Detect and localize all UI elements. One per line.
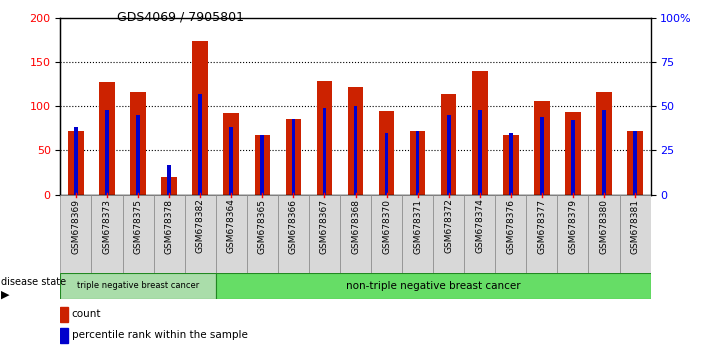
Bar: [619, 195, 651, 273]
Bar: [602, 110, 606, 195]
Text: GSM678374: GSM678374: [475, 199, 484, 253]
Bar: [540, 117, 544, 195]
Bar: [122, 195, 154, 273]
Bar: [323, 108, 326, 195]
Text: GSM678369: GSM678369: [72, 199, 80, 253]
Bar: [105, 110, 109, 195]
Bar: [198, 94, 202, 195]
Text: GSM678377: GSM678377: [538, 199, 546, 253]
Bar: [278, 195, 309, 273]
Bar: [441, 94, 456, 195]
Bar: [416, 131, 419, 195]
Bar: [627, 131, 643, 195]
Text: percentile rank within the sample: percentile rank within the sample: [72, 330, 247, 341]
Bar: [385, 133, 388, 195]
Text: GDS4069 / 7905801: GDS4069 / 7905801: [117, 11, 245, 24]
Bar: [130, 92, 146, 195]
Bar: [309, 195, 340, 273]
Text: GSM678364: GSM678364: [227, 199, 236, 253]
Bar: [60, 307, 68, 322]
Bar: [534, 101, 550, 195]
Bar: [223, 113, 239, 195]
Bar: [496, 195, 526, 273]
Bar: [60, 273, 215, 299]
Bar: [634, 131, 637, 195]
Text: non-triple negative breast cancer: non-triple negative breast cancer: [346, 281, 520, 291]
Bar: [410, 131, 425, 195]
Bar: [571, 120, 574, 195]
Bar: [557, 195, 589, 273]
Text: GSM678378: GSM678378: [165, 199, 173, 253]
Bar: [60, 328, 68, 343]
Text: GSM678379: GSM678379: [568, 199, 577, 253]
Text: GSM678375: GSM678375: [134, 199, 143, 253]
Bar: [230, 127, 233, 195]
Text: GSM678382: GSM678382: [196, 199, 205, 253]
Bar: [193, 41, 208, 195]
Bar: [478, 110, 481, 195]
Bar: [565, 112, 581, 195]
Bar: [92, 195, 122, 273]
Bar: [433, 195, 464, 273]
Bar: [340, 195, 371, 273]
Bar: [292, 119, 295, 195]
Text: GSM678367: GSM678367: [320, 199, 329, 253]
Text: disease state: disease state: [1, 277, 66, 287]
Bar: [286, 120, 301, 195]
Bar: [260, 135, 264, 195]
Bar: [316, 80, 332, 195]
Text: GSM678371: GSM678371: [413, 199, 422, 253]
Bar: [255, 135, 270, 195]
Bar: [137, 115, 140, 195]
Bar: [447, 115, 451, 195]
Text: GSM678376: GSM678376: [506, 199, 515, 253]
Text: count: count: [72, 309, 101, 319]
Bar: [215, 273, 651, 299]
Bar: [464, 195, 496, 273]
Bar: [503, 135, 518, 195]
Bar: [74, 127, 77, 195]
Bar: [185, 195, 215, 273]
Bar: [509, 133, 513, 195]
Bar: [472, 71, 488, 195]
Bar: [215, 195, 247, 273]
Text: ▶: ▶: [1, 290, 9, 300]
Text: GSM678372: GSM678372: [444, 199, 453, 253]
Text: GSM678365: GSM678365: [258, 199, 267, 253]
Text: GSM678368: GSM678368: [351, 199, 360, 253]
Text: GSM678373: GSM678373: [102, 199, 112, 253]
Bar: [589, 195, 619, 273]
Bar: [68, 131, 84, 195]
Bar: [154, 195, 185, 273]
Bar: [348, 87, 363, 195]
Bar: [526, 195, 557, 273]
Bar: [597, 92, 611, 195]
Bar: [371, 195, 402, 273]
Bar: [402, 195, 433, 273]
Bar: [161, 177, 177, 195]
Text: GSM678380: GSM678380: [599, 199, 609, 253]
Text: GSM678381: GSM678381: [631, 199, 639, 253]
Bar: [353, 106, 358, 195]
Bar: [167, 165, 171, 195]
Text: GSM678370: GSM678370: [382, 199, 391, 253]
Text: GSM678366: GSM678366: [289, 199, 298, 253]
Bar: [379, 110, 395, 195]
Bar: [100, 82, 114, 195]
Text: triple negative breast cancer: triple negative breast cancer: [77, 281, 199, 290]
Bar: [60, 195, 92, 273]
Bar: [247, 195, 278, 273]
